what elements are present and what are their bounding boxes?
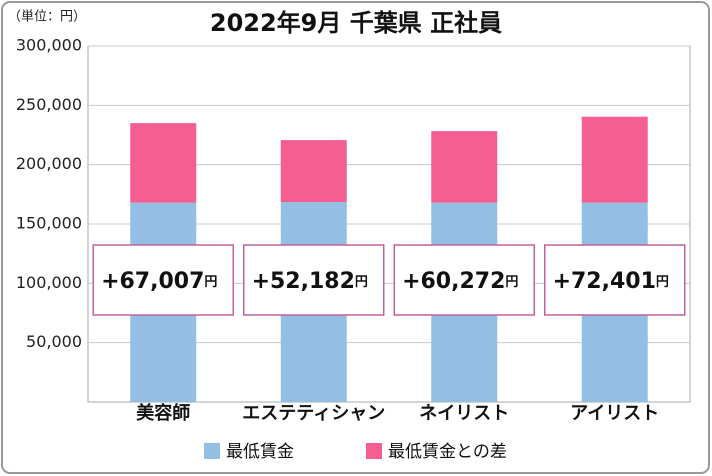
value-label-number: +67,007: [101, 269, 204, 294]
x-tick-label: エステティシャン: [242, 403, 385, 424]
value-label-unit: 円: [204, 275, 217, 290]
bar-segment: [280, 140, 347, 203]
value-label: +52,182円: [252, 269, 368, 294]
bar-segment: [581, 116, 648, 203]
value-label-number: +60,272: [402, 269, 505, 294]
value-label: +72,401円: [553, 269, 669, 294]
legend-label: 最低賃金との差: [388, 442, 507, 462]
x-tick-label: ネイリスト: [419, 403, 509, 424]
value-label-box: [544, 244, 686, 316]
legend-swatch: [366, 443, 382, 459]
bar-segment: [431, 131, 498, 203]
value-label-box: [393, 244, 535, 316]
y-tick-label: 250,000: [16, 95, 82, 114]
y-tick-label: 50,000: [26, 332, 82, 351]
x-tick-label: アイリスト: [570, 403, 659, 424]
y-tick-label: 150,000: [16, 214, 82, 233]
value-label-unit: 円: [505, 275, 518, 290]
y-tick-label: 300,000: [16, 36, 82, 55]
x-tick-label: 美容師: [136, 402, 190, 424]
value-label-number: +52,182: [252, 269, 355, 294]
chart-title: 2022年9月 千葉県 正社員: [210, 9, 502, 37]
legend-label: 最低賃金: [226, 442, 294, 462]
value-label-number: +72,401: [553, 269, 656, 294]
value-label: +67,007円: [101, 269, 217, 294]
bar-segment: [130, 123, 197, 203]
value-label-unit: 円: [656, 275, 669, 290]
value-label: +60,272円: [402, 269, 518, 294]
unit-label: （単位：円）: [8, 9, 86, 25]
value-label-unit: 円: [355, 275, 368, 290]
y-tick-label: 200,000: [16, 154, 82, 173]
y-tick-label: 100,000: [16, 273, 82, 292]
value-label-box: [243, 244, 385, 316]
legend-swatch: [204, 443, 220, 459]
value-label-box: [92, 244, 234, 316]
